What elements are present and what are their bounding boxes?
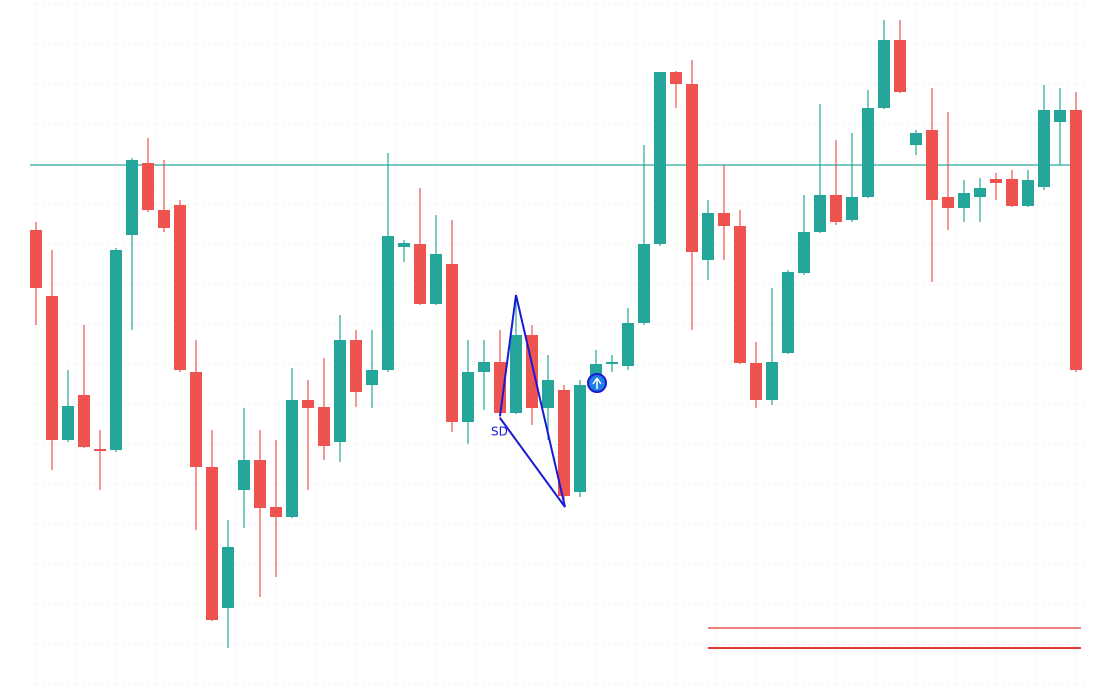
candle-body bbox=[414, 244, 426, 304]
candle-body bbox=[798, 232, 810, 273]
pattern-drawing bbox=[499, 294, 607, 508]
candle-body bbox=[846, 197, 858, 220]
candle-body bbox=[366, 370, 378, 385]
candle-body bbox=[718, 213, 730, 226]
candle-body bbox=[398, 243, 410, 247]
candle-body bbox=[990, 179, 1002, 183]
candle-body bbox=[1038, 110, 1050, 187]
candle-body bbox=[142, 163, 154, 210]
candle-body bbox=[462, 372, 474, 422]
candle-body bbox=[958, 193, 970, 208]
candle-body bbox=[222, 547, 234, 608]
candle-body bbox=[750, 363, 762, 400]
candle-body bbox=[270, 507, 282, 517]
candle-body bbox=[830, 195, 842, 222]
candles bbox=[30, 20, 1082, 648]
candle-body bbox=[478, 362, 490, 372]
annotation: SD bbox=[491, 425, 508, 439]
candle-body bbox=[942, 197, 954, 208]
candle-body bbox=[190, 372, 202, 467]
candle-body bbox=[1022, 180, 1034, 206]
candle-body bbox=[206, 467, 218, 620]
candle-body bbox=[94, 449, 106, 451]
candle-body bbox=[318, 407, 330, 446]
candle-body bbox=[542, 380, 554, 408]
candle-body bbox=[334, 340, 346, 442]
candle-body bbox=[910, 133, 922, 145]
candle-body bbox=[174, 205, 186, 370]
candle-body bbox=[430, 254, 442, 304]
candle-body bbox=[702, 213, 714, 260]
candle-body bbox=[782, 272, 794, 353]
candle-body bbox=[30, 230, 42, 288]
candle-body bbox=[510, 335, 522, 413]
candle-body bbox=[670, 72, 682, 84]
candle-body bbox=[1006, 179, 1018, 206]
candle-body bbox=[734, 226, 746, 363]
candle-body bbox=[926, 130, 938, 200]
grid-background bbox=[30, 0, 1085, 691]
candle-body bbox=[686, 84, 698, 252]
signal-arrow bbox=[592, 377, 602, 389]
levels bbox=[30, 164, 1081, 649]
candle-body bbox=[382, 236, 394, 370]
candle-body bbox=[158, 210, 170, 228]
candle-body bbox=[1070, 110, 1082, 370]
candle-body bbox=[862, 108, 874, 197]
candle-body bbox=[654, 72, 666, 244]
candle-body bbox=[894, 40, 906, 92]
candle-body bbox=[46, 296, 58, 440]
candle-body bbox=[254, 460, 266, 508]
candle-body bbox=[606, 362, 618, 364]
candle-body bbox=[814, 195, 826, 232]
candle-body bbox=[286, 400, 298, 517]
candle-body bbox=[558, 390, 570, 496]
candle-body bbox=[638, 244, 650, 323]
candle-body bbox=[878, 40, 890, 108]
candle-body bbox=[110, 250, 122, 450]
candle-body bbox=[574, 385, 586, 492]
candle-body bbox=[238, 460, 250, 490]
candle-body bbox=[62, 406, 74, 440]
candle-body bbox=[126, 160, 138, 235]
candle-body bbox=[302, 400, 314, 408]
candle-body bbox=[350, 340, 362, 392]
candle-body bbox=[78, 395, 90, 447]
candle-body bbox=[974, 188, 986, 197]
pattern-line bbox=[499, 294, 566, 508]
candle-body bbox=[1054, 110, 1066, 122]
candle-body bbox=[622, 323, 634, 366]
candle-body bbox=[446, 264, 458, 422]
candle-body bbox=[766, 362, 778, 400]
